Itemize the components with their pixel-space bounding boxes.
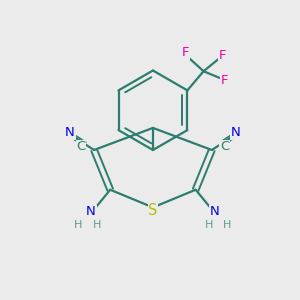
- Text: N: N: [86, 205, 96, 218]
- Text: F: F: [219, 49, 226, 62]
- Text: F: F: [220, 74, 228, 87]
- Text: H: H: [74, 220, 83, 230]
- Text: C: C: [76, 140, 86, 153]
- Text: N: N: [210, 205, 220, 218]
- Text: N: N: [231, 126, 241, 140]
- Text: C: C: [220, 140, 230, 153]
- Text: H: H: [223, 220, 232, 230]
- Text: H: H: [205, 220, 213, 230]
- Text: N: N: [65, 126, 75, 140]
- Text: S: S: [148, 203, 158, 218]
- Text: F: F: [182, 46, 190, 59]
- Text: H: H: [93, 220, 101, 230]
